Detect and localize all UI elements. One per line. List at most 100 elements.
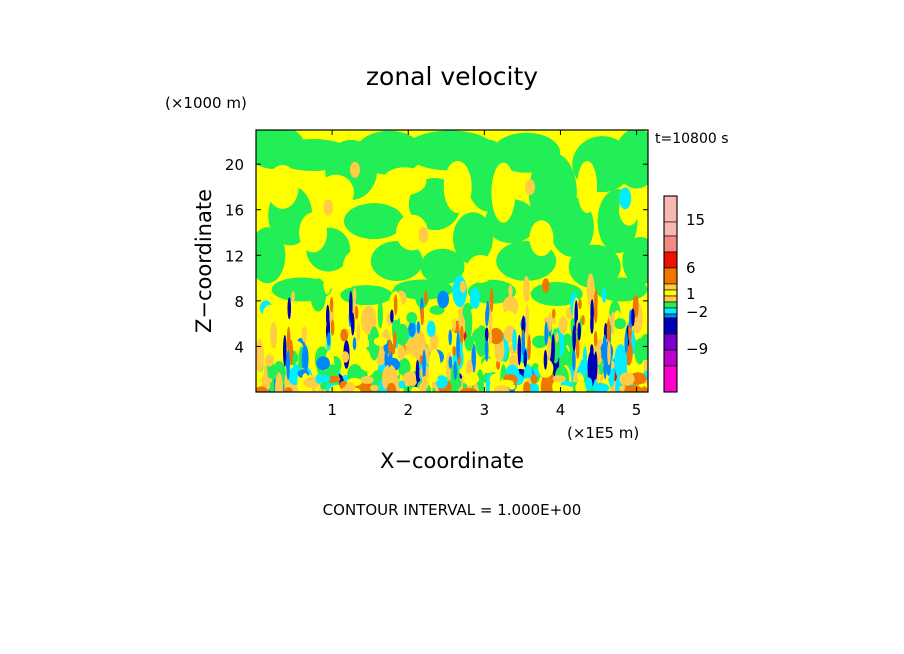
contour-region [622,237,648,285]
colorbar-swatch [663,295,678,303]
contour-region [408,321,416,337]
colorbar-label: −9 [686,340,708,358]
colorbar-swatch [663,221,678,237]
contour-region [387,353,392,368]
contour-region [471,343,477,373]
contour-region [551,333,555,365]
contour-region [452,320,456,332]
colorbar-swatch [663,333,678,351]
contour-region [523,381,531,392]
contour-region [420,248,465,285]
plot-frame [255,129,649,393]
contour-region [488,331,493,345]
y-tick-label: 12 [225,247,244,265]
contour-region [543,349,548,370]
contour-region [469,287,480,311]
contour-region [456,332,460,360]
contour-region [547,336,552,361]
contour-region [482,358,496,374]
contour-region [287,297,292,320]
colorbar-label: 1 [686,285,696,303]
contour-region [390,309,394,323]
contour-region [572,325,576,352]
contour-region [285,317,293,329]
contour-region [548,312,552,332]
contour-region [523,349,528,368]
contour-region [256,227,286,284]
x-tick-label: 1 [327,401,337,419]
contour-region [282,334,287,367]
contour-region [388,339,392,355]
contour-region [525,178,536,195]
contour-region [614,130,648,189]
contour-region [352,287,357,303]
contour-region [527,333,531,360]
contour-region [476,369,484,392]
contour-region [266,164,299,209]
contour-region [590,344,594,357]
contour-region [577,160,598,213]
contour-region [301,344,309,373]
colorbar-swatch [663,267,678,285]
contour-region [317,174,354,211]
contour-region [484,337,489,362]
contour-region [631,308,635,327]
colorbar-swatch [663,317,678,335]
contour-region [463,372,479,386]
chart-title: zonal velocity [366,62,538,91]
contour-region [410,386,420,392]
contour-region [289,339,294,365]
contour-region [349,161,360,178]
contour-region [590,299,594,325]
colorbar-swatch [663,301,678,309]
contour-region [485,300,490,323]
contour-region [448,301,453,333]
contour-region [422,349,426,382]
contour-region [453,361,458,380]
contour-region [286,326,291,353]
contour-region [412,330,427,362]
contour-region [525,324,529,340]
contour-region [593,351,598,380]
contour-region [373,336,388,347]
contour-region [525,304,529,327]
contour-region [575,381,588,392]
contour-region [270,321,278,349]
colorbar-swatch [663,195,678,223]
contour-region [343,203,404,240]
contour-region [508,285,513,297]
contour-region [392,331,397,348]
contour-region [284,387,293,392]
contour-region [396,214,429,251]
contour-region [624,385,643,392]
y-axis-title: Z−coordinate [192,189,216,333]
plot-area [256,130,648,392]
y-axis: 4 8 12 16 20 [225,156,648,356]
contour-region [544,321,548,346]
contour-region [530,374,538,385]
contour-region [420,306,425,326]
contour-region [634,294,639,318]
contour-region [406,339,415,350]
contour-region [426,376,439,383]
contour-region [595,277,648,302]
contour-region [575,337,580,360]
contour-region [285,356,290,371]
colorbar-frame [663,195,678,393]
velocity-field [256,130,648,392]
contour-region [529,220,554,257]
contour-region [606,318,611,344]
contour-region [395,323,409,346]
contour-region [330,319,335,336]
contour-region [348,290,353,323]
contour-region [429,305,445,315]
contour-region [402,371,418,388]
contour-region [593,331,598,347]
colorbar-swatch [663,365,678,393]
contour-region [475,325,489,358]
contour-region [341,351,350,363]
contour-region [426,343,430,365]
contour-region [512,329,517,352]
contour-region [517,334,522,366]
contour-region [611,311,615,336]
